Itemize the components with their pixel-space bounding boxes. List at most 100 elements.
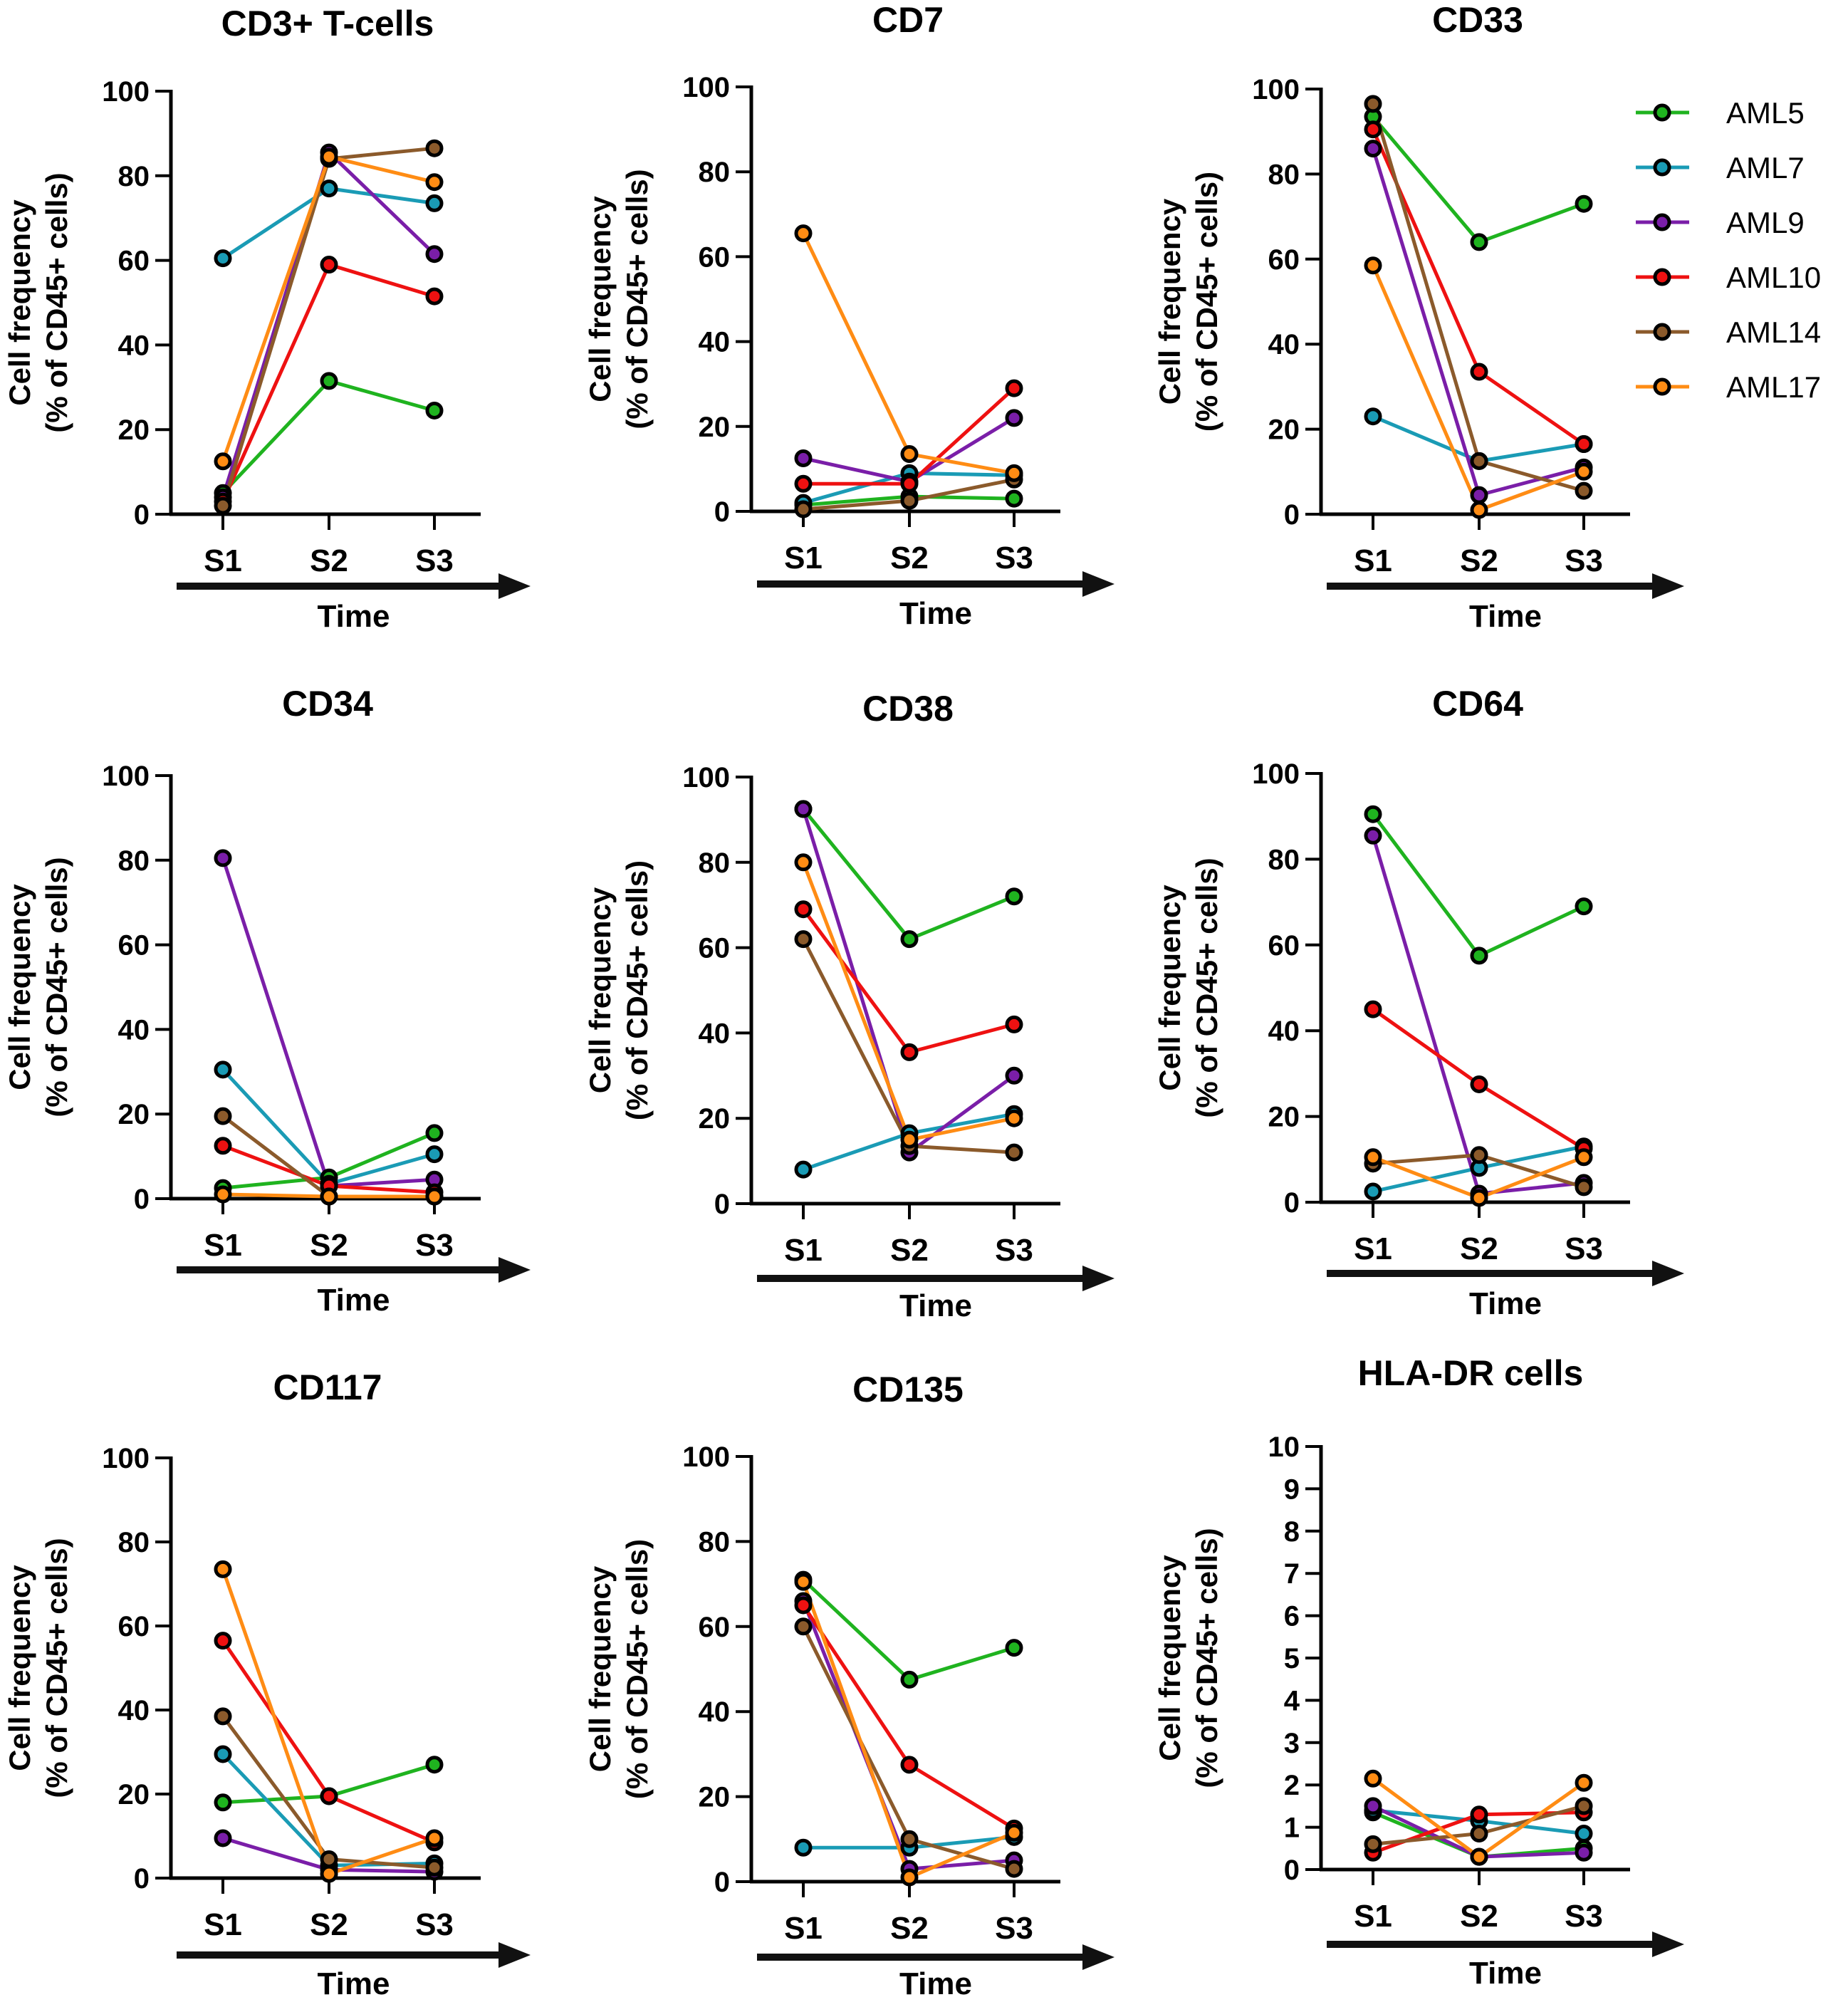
panel-8: HLA-DR cells 0 1 2 3 4 5 6 7 8 9 10 S1 S2 S3 Cell frequ… (1153, 1353, 1684, 1991)
data-point-aml14 (900, 491, 919, 510)
data-point-aml14 (1364, 1835, 1382, 1853)
x-tick-label: S2 (890, 1233, 929, 1268)
x-tick-label: S1 (204, 543, 242, 578)
series-line-aml9 (1371, 835, 1585, 1196)
x-tick-label: S2 (890, 541, 929, 575)
data-point-aml9 (1575, 1843, 1593, 1862)
x-tick-label: S3 (995, 1233, 1033, 1268)
data-point-aml17 (1364, 1148, 1382, 1167)
data-point-aml17 (1005, 1109, 1023, 1127)
data-point-aml17 (1470, 1847, 1488, 1866)
y-tick-label: 20 (699, 1103, 731, 1135)
y-tick-label: 7 (1284, 1558, 1300, 1590)
data-point-aml17 (1470, 1189, 1488, 1207)
data-point-aml17 (1005, 1823, 1023, 1842)
panel-1: CD7 0 20 40 60 80 100 S1 S2 S3 Cell frequency (% of… (583, 0, 1114, 631)
data-point-aml17 (320, 1865, 338, 1883)
x-tick-label: S2 (310, 1228, 348, 1263)
data-point-aml17 (900, 1130, 919, 1149)
data-point-aml17 (425, 1187, 444, 1206)
y-tick-label: 80 (699, 1526, 731, 1558)
legend-marker-aml5 (1653, 103, 1671, 122)
series-line-aml5 (1372, 813, 1585, 958)
y-tick-label: 60 (1268, 930, 1300, 961)
series-line-aml17 (1371, 264, 1585, 512)
data-point-aml9 (1364, 140, 1382, 158)
data-point-aml14 (1470, 452, 1488, 470)
y-tick-label: 3 (1284, 1728, 1300, 1759)
series-line-aml9 (221, 150, 436, 498)
y-axis-label-line1: Cell frequency (3, 199, 36, 406)
data-point-aml10 (214, 1632, 232, 1650)
data-point-aml17 (1470, 501, 1488, 519)
panel-0: CD3+ T-cells 0 20 40 60 80 100 S1 S2 S3 Cell frequ… (3, 4, 531, 634)
x-axis-label: Time (1469, 1956, 1542, 1991)
legend-marker-aml10 (1653, 268, 1671, 286)
y-tick-label: 80 (118, 161, 150, 192)
panel-title: CD38 (862, 689, 954, 729)
x-tick-label: S3 (415, 543, 454, 578)
data-point-aml9 (1470, 486, 1488, 504)
data-point-aml17 (425, 173, 444, 192)
x-tick-label: S1 (784, 541, 823, 575)
y-tick-label: 20 (118, 415, 150, 446)
y-axis-label-line1: Cell frequency (1153, 885, 1186, 1091)
data-point-aml14 (794, 500, 813, 518)
series-line-aml10 (221, 1640, 436, 1845)
panel-title: CD135 (852, 1370, 964, 1409)
data-point-aml10 (1364, 1000, 1382, 1018)
y-tick-label: 4 (1284, 1685, 1300, 1716)
y-tick-label: 40 (699, 1696, 731, 1728)
x-tick-label: S1 (784, 1911, 823, 1946)
data-point-aml7 (425, 1145, 444, 1164)
data-point-aml14 (1470, 1146, 1488, 1164)
series-line-aml9 (801, 1600, 1015, 1871)
x-tick-label: S1 (204, 1228, 242, 1263)
x-tick-label: S2 (310, 543, 348, 578)
data-point-aml14 (900, 1830, 919, 1848)
panel-title: CD117 (273, 1367, 382, 1407)
data-point-aml17 (425, 1829, 444, 1847)
data-point-aml7 (1364, 1182, 1382, 1201)
data-point-aml7 (794, 1838, 813, 1857)
data-point-aml14 (320, 1850, 338, 1868)
data-point-aml10 (1470, 1805, 1488, 1824)
x-tick-label: S3 (1565, 1231, 1603, 1266)
series-line-aml10 (801, 1604, 1016, 1830)
y-axis-label-line1: Cell frequency (1153, 1555, 1186, 1761)
data-point-aml5 (900, 1670, 919, 1689)
data-point-aml5 (425, 401, 444, 419)
x-tick-label: S2 (1460, 1231, 1498, 1266)
data-point-aml17 (1575, 1148, 1593, 1167)
y-tick-label: 0 (1284, 1187, 1300, 1219)
y-tick-label: 2 (1284, 1770, 1300, 1801)
x-tick-label: S3 (1565, 1899, 1603, 1934)
time-arrow-head (498, 1257, 531, 1283)
y-tick-label: 0 (134, 1184, 150, 1215)
legend-marker-aml9 (1653, 213, 1671, 231)
x-tick-label: S1 (1354, 1231, 1392, 1266)
data-point-aml14 (1005, 1143, 1023, 1162)
data-point-aml10 (794, 474, 813, 493)
data-point-aml17 (1005, 464, 1023, 482)
data-point-aml9 (214, 1829, 232, 1847)
data-point-aml7 (320, 179, 338, 198)
y-tick-label: 60 (699, 241, 731, 273)
time-arrow-head (1082, 571, 1114, 597)
y-axis-label-line2: (% of CD45+ cells) (1190, 1528, 1223, 1788)
y-tick-label: 0 (1284, 499, 1300, 531)
y-tick-label: 20 (118, 1099, 150, 1130)
series-line-aml17 (221, 155, 435, 462)
data-point-aml10 (1470, 1075, 1488, 1093)
data-point-aml10 (794, 900, 813, 919)
x-axis-label: Time (318, 1283, 390, 1318)
time-arrow-head (1082, 1944, 1114, 1970)
data-point-aml14 (1575, 1797, 1593, 1815)
data-point-aml7 (1364, 407, 1382, 426)
time-arrow-head (498, 573, 531, 599)
y-axis-label-line1: Cell frequency (583, 1565, 617, 1772)
data-point-aml5 (320, 372, 338, 390)
legend-label-aml14: AML14 (1726, 316, 1821, 349)
x-tick-label: S2 (1460, 1899, 1498, 1934)
